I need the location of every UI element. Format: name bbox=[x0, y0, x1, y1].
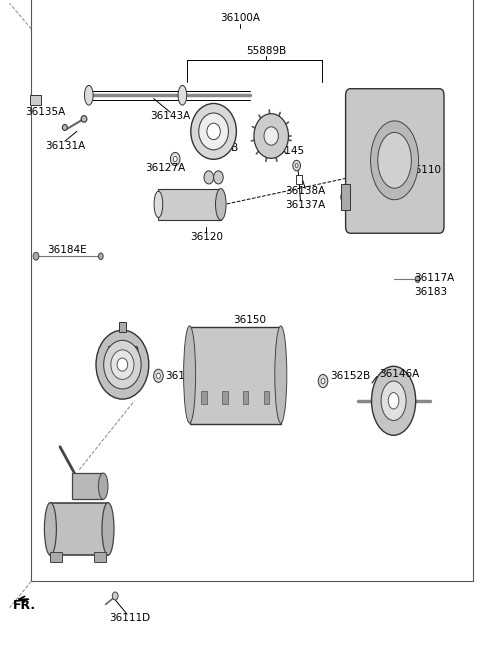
Bar bbox=[296, 175, 302, 184]
Text: 36143A: 36143A bbox=[150, 111, 191, 122]
Text: 36146A: 36146A bbox=[379, 369, 420, 380]
Ellipse shape bbox=[96, 330, 149, 399]
Bar bbox=[264, 391, 269, 404]
Ellipse shape bbox=[275, 326, 287, 423]
Text: 36150: 36150 bbox=[233, 315, 266, 325]
Text: 36170: 36170 bbox=[106, 346, 139, 357]
Ellipse shape bbox=[254, 114, 288, 158]
Ellipse shape bbox=[388, 393, 399, 409]
Circle shape bbox=[173, 156, 177, 162]
Text: 36137B: 36137B bbox=[198, 143, 239, 153]
Text: 55889B: 55889B bbox=[246, 45, 287, 56]
Text: 36111D: 36111D bbox=[109, 612, 150, 623]
Circle shape bbox=[321, 378, 325, 384]
Text: 36126E: 36126E bbox=[166, 371, 205, 382]
Text: FR.: FR. bbox=[12, 599, 36, 612]
Text: 36184E: 36184E bbox=[48, 244, 87, 255]
Ellipse shape bbox=[371, 121, 419, 200]
Ellipse shape bbox=[372, 366, 416, 435]
Bar bbox=[94, 552, 106, 562]
Ellipse shape bbox=[45, 503, 57, 555]
Bar bbox=[190, 327, 281, 424]
Text: 36131A: 36131A bbox=[45, 141, 85, 151]
Ellipse shape bbox=[98, 473, 108, 499]
Bar bbox=[119, 322, 126, 332]
Circle shape bbox=[204, 171, 214, 184]
Circle shape bbox=[98, 253, 103, 260]
Bar bbox=[158, 189, 221, 220]
FancyBboxPatch shape bbox=[346, 89, 444, 233]
Text: 36135A: 36135A bbox=[25, 106, 66, 117]
Circle shape bbox=[156, 373, 160, 378]
Text: 36117A: 36117A bbox=[414, 273, 454, 283]
Text: 36183: 36183 bbox=[414, 286, 447, 297]
Circle shape bbox=[415, 276, 420, 283]
Text: 36137A: 36137A bbox=[285, 200, 325, 210]
Bar bbox=[50, 503, 108, 555]
Ellipse shape bbox=[184, 326, 196, 423]
Ellipse shape bbox=[84, 85, 93, 105]
Text: 36100A: 36100A bbox=[220, 12, 260, 23]
Ellipse shape bbox=[381, 381, 406, 420]
Bar bbox=[222, 391, 228, 404]
Ellipse shape bbox=[264, 127, 278, 145]
Ellipse shape bbox=[191, 103, 236, 160]
Circle shape bbox=[295, 164, 298, 168]
Circle shape bbox=[293, 160, 300, 171]
Text: 36110: 36110 bbox=[408, 164, 441, 175]
Circle shape bbox=[214, 171, 223, 184]
Bar bbox=[50, 552, 62, 562]
Ellipse shape bbox=[378, 133, 411, 189]
Bar bbox=[30, 95, 41, 105]
Text: 36152B: 36152B bbox=[330, 371, 371, 382]
Ellipse shape bbox=[62, 125, 67, 130]
Ellipse shape bbox=[111, 350, 134, 380]
Ellipse shape bbox=[104, 340, 141, 389]
Text: 36145: 36145 bbox=[271, 146, 305, 156]
Circle shape bbox=[154, 369, 163, 382]
Ellipse shape bbox=[81, 116, 87, 122]
Circle shape bbox=[318, 374, 328, 388]
Text: 36120: 36120 bbox=[190, 231, 223, 242]
Ellipse shape bbox=[117, 358, 128, 371]
Polygon shape bbox=[341, 184, 350, 210]
Ellipse shape bbox=[199, 113, 228, 150]
Text: 36138A: 36138A bbox=[285, 185, 325, 196]
Circle shape bbox=[112, 592, 118, 600]
Ellipse shape bbox=[154, 191, 163, 217]
Ellipse shape bbox=[216, 189, 226, 220]
Bar bbox=[72, 473, 103, 499]
Ellipse shape bbox=[178, 85, 187, 105]
Circle shape bbox=[341, 191, 350, 204]
Circle shape bbox=[33, 252, 39, 260]
Ellipse shape bbox=[102, 503, 114, 555]
Bar bbox=[243, 391, 249, 404]
Bar bbox=[201, 391, 207, 404]
Circle shape bbox=[170, 152, 180, 166]
Text: 36127A: 36127A bbox=[145, 162, 186, 173]
Ellipse shape bbox=[207, 124, 220, 140]
